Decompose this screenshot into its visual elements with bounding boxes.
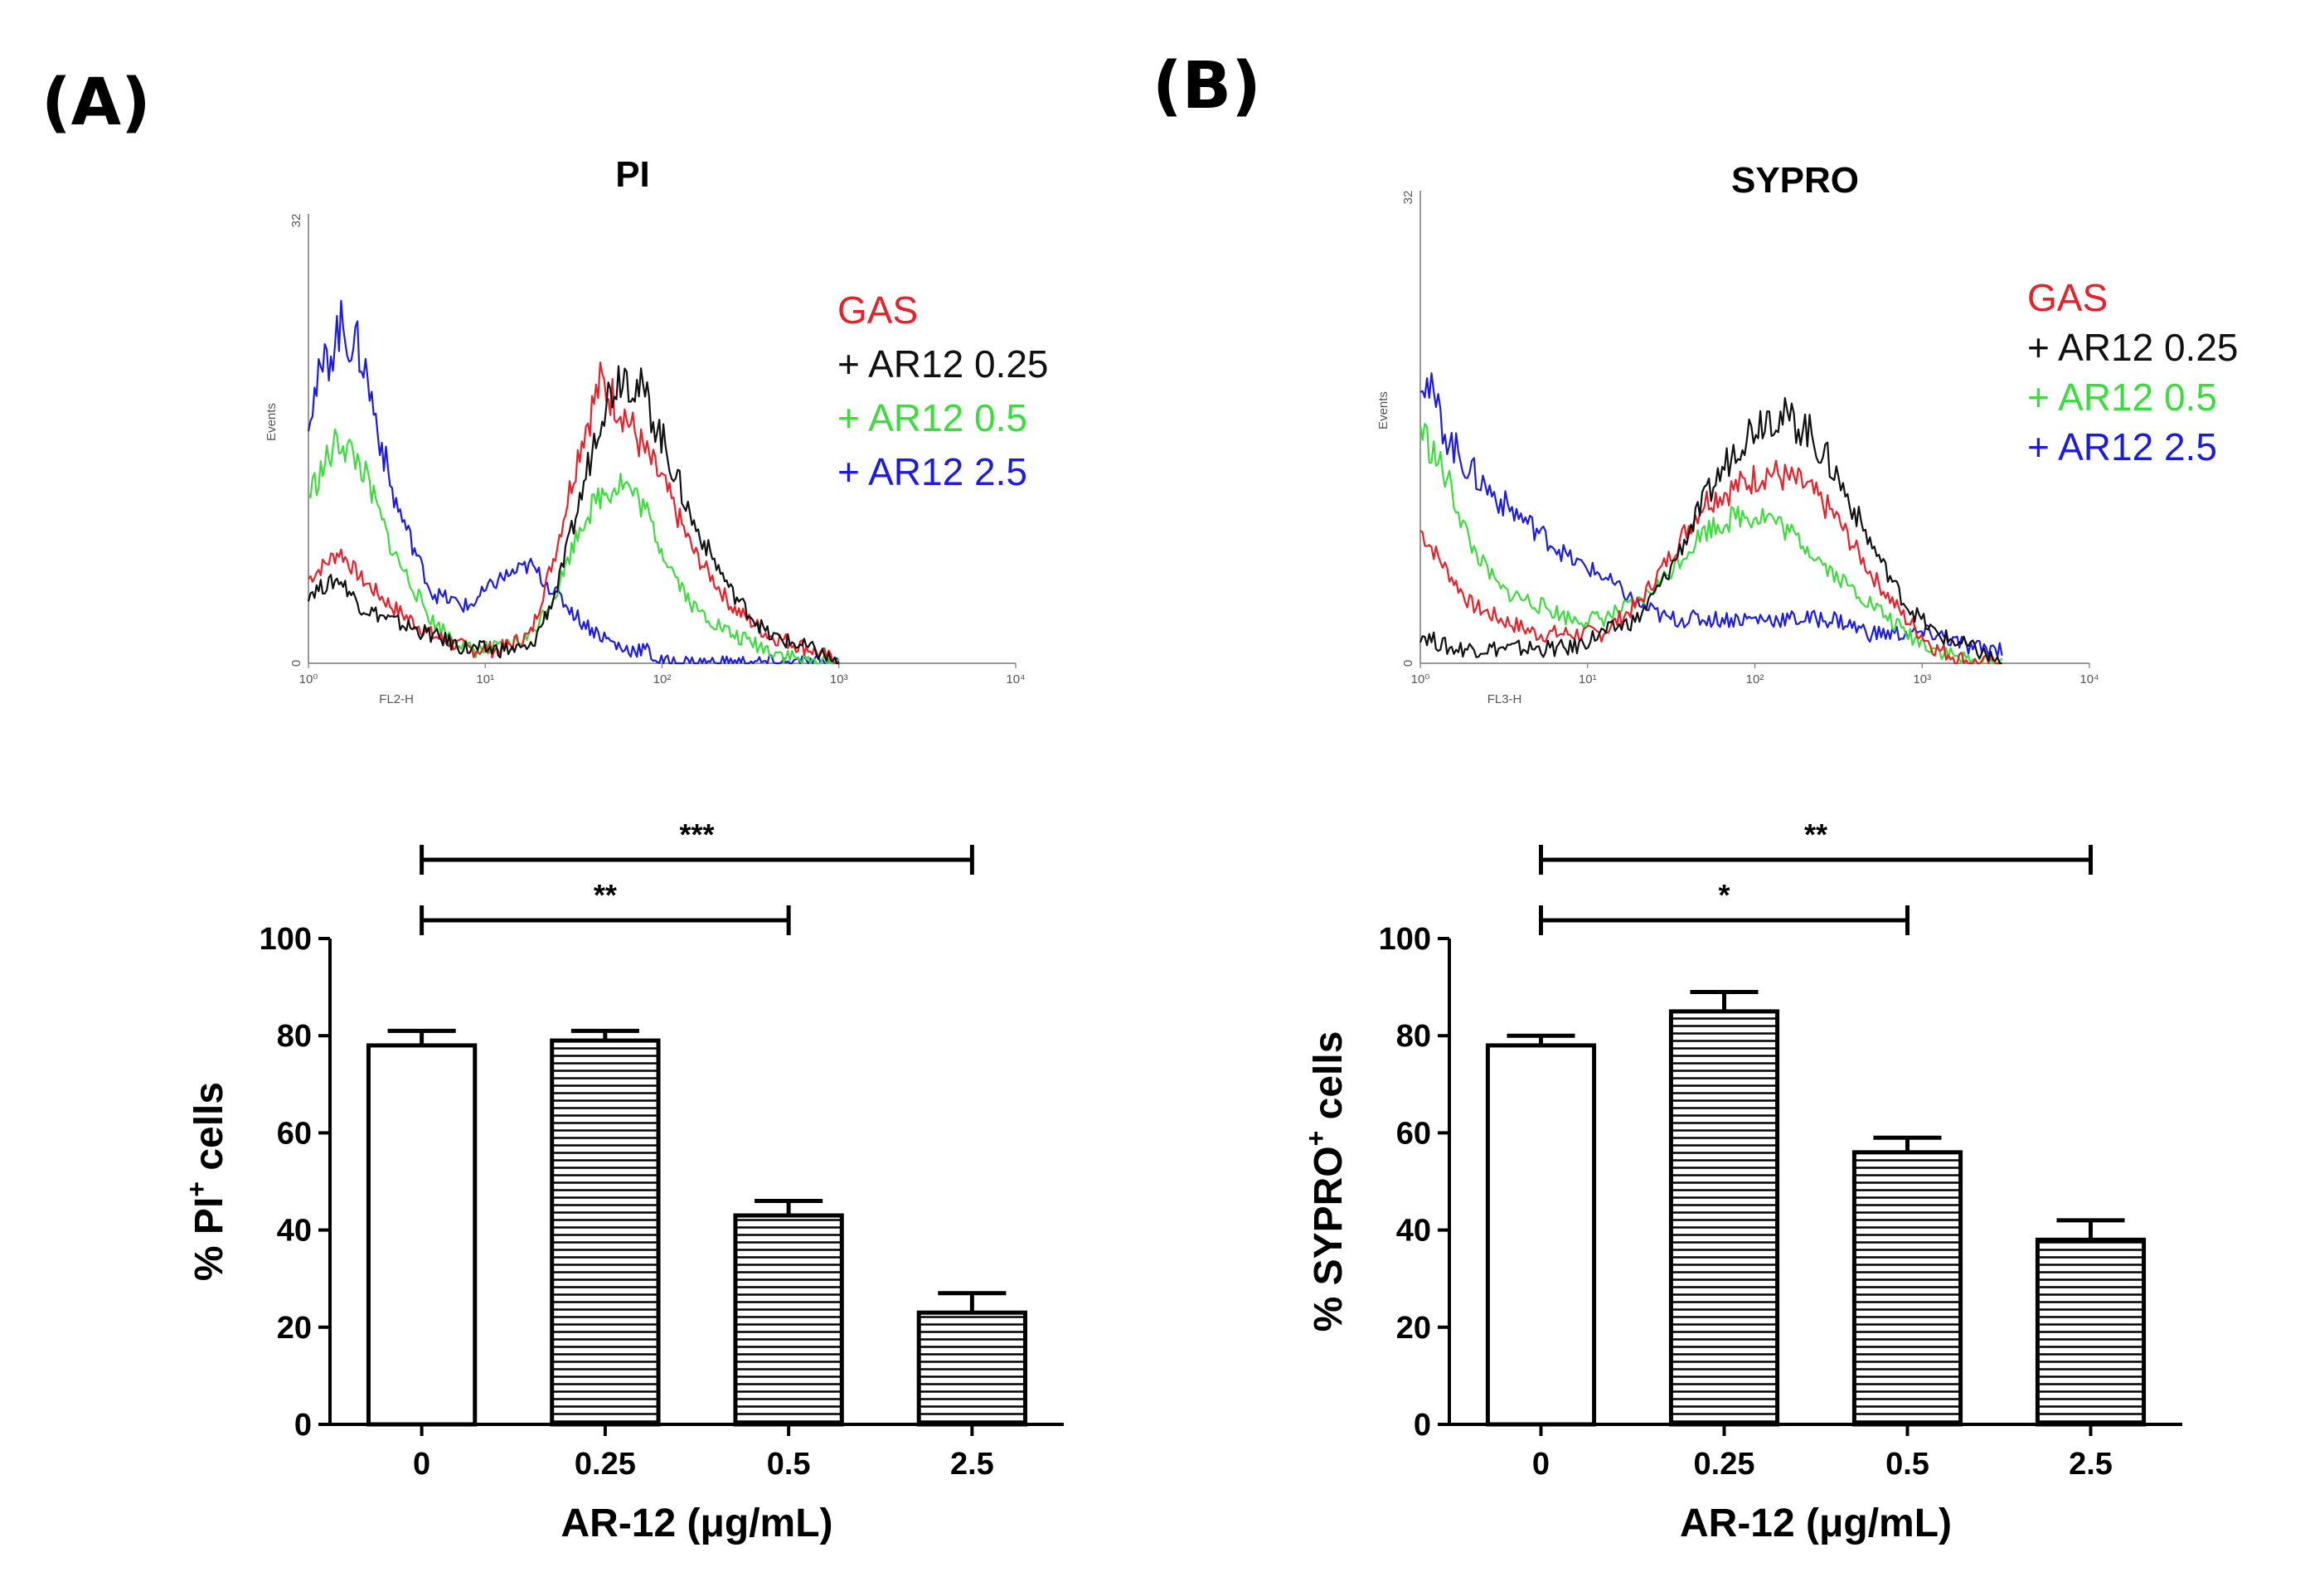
bar-x-tick-label: 0.5: [1885, 1447, 1929, 1482]
hist-y-bottom-tick: 0: [1401, 660, 1415, 667]
hist-x-label: FL3-H: [1487, 692, 1522, 706]
hist-series--ar12-0-5: [308, 428, 840, 665]
hist-series-gas: [1419, 459, 2002, 665]
bar-y-title-suffix: cells: [187, 1082, 231, 1181]
legend-entry: + AR12 0.25: [2027, 326, 2238, 369]
hist-y-top-tick: 32: [289, 214, 303, 228]
bar-y-title-suffix: cells: [1307, 1031, 1351, 1131]
hist-x-tick-label: 10¹: [1579, 672, 1597, 686]
bar-y-tick-label: 0: [1414, 1408, 1431, 1443]
bar-y-tick-label: 0: [294, 1408, 312, 1443]
bar-y-tick-label: 60: [277, 1116, 312, 1151]
bar-y-tick-label: 20: [277, 1311, 312, 1346]
legend-entry: + AR12 2.5: [2027, 425, 2217, 468]
bar-y-tick-label: 40: [277, 1214, 312, 1249]
bar-x-tick-label: 0: [1532, 1447, 1550, 1482]
panel-label-b: (B): [1152, 49, 1261, 124]
hist-x-tick-label: 10⁴: [1006, 672, 1025, 686]
hist-y-top-tick: 32: [1401, 191, 1415, 205]
bar-y-title: % PI+ cells: [182, 1082, 231, 1281]
bar-y-title: % SYPRO+ cells: [1301, 1031, 1351, 1332]
bar-0: [1485, 1043, 1597, 1427]
bar-y-tick-label: 100: [1379, 922, 1431, 957]
bar-0.25: [550, 1038, 661, 1427]
hist-series--ar12-2-5: [307, 299, 840, 665]
bar-y-tick-label: 80: [1396, 1019, 1431, 1054]
panel-label-a: (A): [41, 65, 151, 140]
bar-chart-a: 0 20 40 60 80 100 0 0.25 0.5 2.5 AR-12 (μg/mL) % PI…: [182, 817, 1064, 1545]
bar-x-tick-label: 0: [413, 1447, 430, 1482]
hist-y-label: Events: [1376, 391, 1390, 429]
bar-2.5: [916, 1310, 1028, 1427]
hist-series--ar12-0-25: [1419, 397, 2002, 665]
hist-x-tick-label: 10³: [830, 672, 848, 686]
bar-0.5: [733, 1213, 844, 1427]
sig-label: **: [594, 878, 617, 912]
hist-series--ar12-2-5: [1419, 372, 2003, 658]
bar-x-tick-label: 2.5: [950, 1447, 994, 1482]
hist-x-tick-label: 10³: [1913, 672, 1931, 686]
bar-x-tick-label: 0.25: [575, 1447, 636, 1482]
bar-y-title-prefix: % PI: [187, 1197, 231, 1281]
sig-label: ***: [679, 817, 714, 851]
bar-y-tick-label: 60: [1396, 1116, 1431, 1151]
bar-0.5: [1851, 1150, 1963, 1427]
legend-entry: + AR12 0.25: [837, 342, 1048, 386]
bar-0: [366, 1043, 478, 1427]
bar-y-tick-label: 80: [277, 1019, 312, 1054]
sig-label: **: [1804, 817, 1827, 851]
bar-0.25: [1668, 1009, 1780, 1427]
hist-x-tick-label: 10¹: [476, 672, 494, 686]
bar-y-title-sup: +: [182, 1181, 211, 1197]
bar-x-title: AR-12 (μg/mL): [1680, 1501, 1952, 1545]
legend-entry: + AR12 2.5: [837, 450, 1027, 493]
histogram-a: 10⁰ 10¹ 10² 10³ 10⁴ FL2-H 32 0 Events: [264, 214, 1026, 706]
hist-x-label: FL2-H: [379, 692, 414, 706]
histogram-title-a: PI: [615, 154, 650, 195]
bar-x-title: AR-12 (μg/mL): [560, 1501, 832, 1545]
hist-series--ar12-0-25: [307, 365, 839, 665]
hist-x-tick-label: 10⁰: [1411, 672, 1430, 686]
hist-y-label: Events: [264, 403, 279, 441]
bar-y-title-prefix: % SYPRO: [1307, 1146, 1351, 1332]
legend-entry: + AR12 0.5: [837, 396, 1027, 439]
hist-series-gas: [308, 361, 839, 665]
histogram-title-b: SYPRO: [1731, 160, 1859, 201]
sig-label: *: [1718, 878, 1730, 912]
bar-y-tick-label: 40: [1396, 1214, 1431, 1249]
legend-a: GAS + AR12 0.25 + AR12 0.5 + AR12 2.5: [837, 289, 1048, 493]
legend-b: GAS + AR12 0.25 + AR12 0.5 + AR12 2.5: [2027, 276, 2238, 468]
histogram-b: 10⁰ 10¹ 10² 10³ 10⁴ FL3-H 32 0 Events: [1376, 191, 2099, 706]
bar-x-tick-label: 0.5: [767, 1447, 811, 1482]
legend-entry: GAS: [837, 289, 918, 332]
bar-y-tick-label: 100: [260, 922, 312, 957]
legend-entry: + AR12 0.5: [2027, 376, 2217, 419]
bar-2.5: [2035, 1237, 2147, 1427]
hist-x-tick-label: 10⁰: [299, 672, 318, 686]
hist-y-bottom-tick: 0: [289, 660, 303, 667]
hist-x-tick-label: 10²: [653, 672, 672, 686]
bar-x-tick-label: 0.25: [1694, 1447, 1755, 1482]
hist-series--ar12-0-5: [1419, 423, 2003, 665]
hist-x-tick-label: 10²: [1746, 672, 1764, 686]
bar-y-tick-label: 20: [1396, 1311, 1431, 1346]
bar-y-title-sup: +: [1301, 1131, 1331, 1147]
bar-chart-b: 0 20 40 60 80 100 0 0.25 0.5 2.5 AR-12 (μg/mL) % SY…: [1301, 817, 2182, 1545]
bar-x-tick-label: 2.5: [2069, 1447, 2113, 1482]
hist-x-tick-label: 10⁴: [2079, 672, 2099, 686]
legend-entry: GAS: [2027, 276, 2108, 319]
